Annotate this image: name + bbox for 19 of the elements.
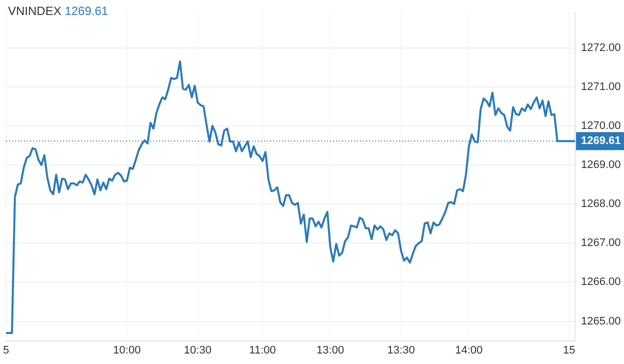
y-tick-label: 1267.00 (581, 237, 621, 250)
y-tick-label: 1271.00 (581, 80, 621, 93)
x-tick-label: 5 (2, 344, 10, 356)
x-tick-label: 10:30 (184, 344, 212, 356)
x-tick-label: 10:00 (113, 344, 141, 356)
y-tick-label: 1265.00 (581, 315, 621, 328)
x-tick-label: 11:00 (249, 344, 276, 356)
y-tick-label: 1268.00 (581, 198, 621, 210)
y-tick-label: 1266.00 (581, 276, 621, 288)
x-tick-label: 14:00 (455, 344, 483, 356)
chart-subtitle: 1269.61 (64, 4, 108, 18)
x-tick-label: 15 (562, 344, 576, 356)
x-tick-label: 13:30 (387, 344, 415, 356)
y-tick-label: 1272.00 (581, 42, 621, 54)
y-tick-label: 1269.00 (581, 159, 621, 172)
y-tick-label: 1270.00 (581, 120, 621, 132)
x-tick-label: 13:00 (316, 344, 344, 356)
chart-title: VNINDEX (8, 4, 62, 18)
ref-line-label: 1269.61 (581, 135, 621, 148)
